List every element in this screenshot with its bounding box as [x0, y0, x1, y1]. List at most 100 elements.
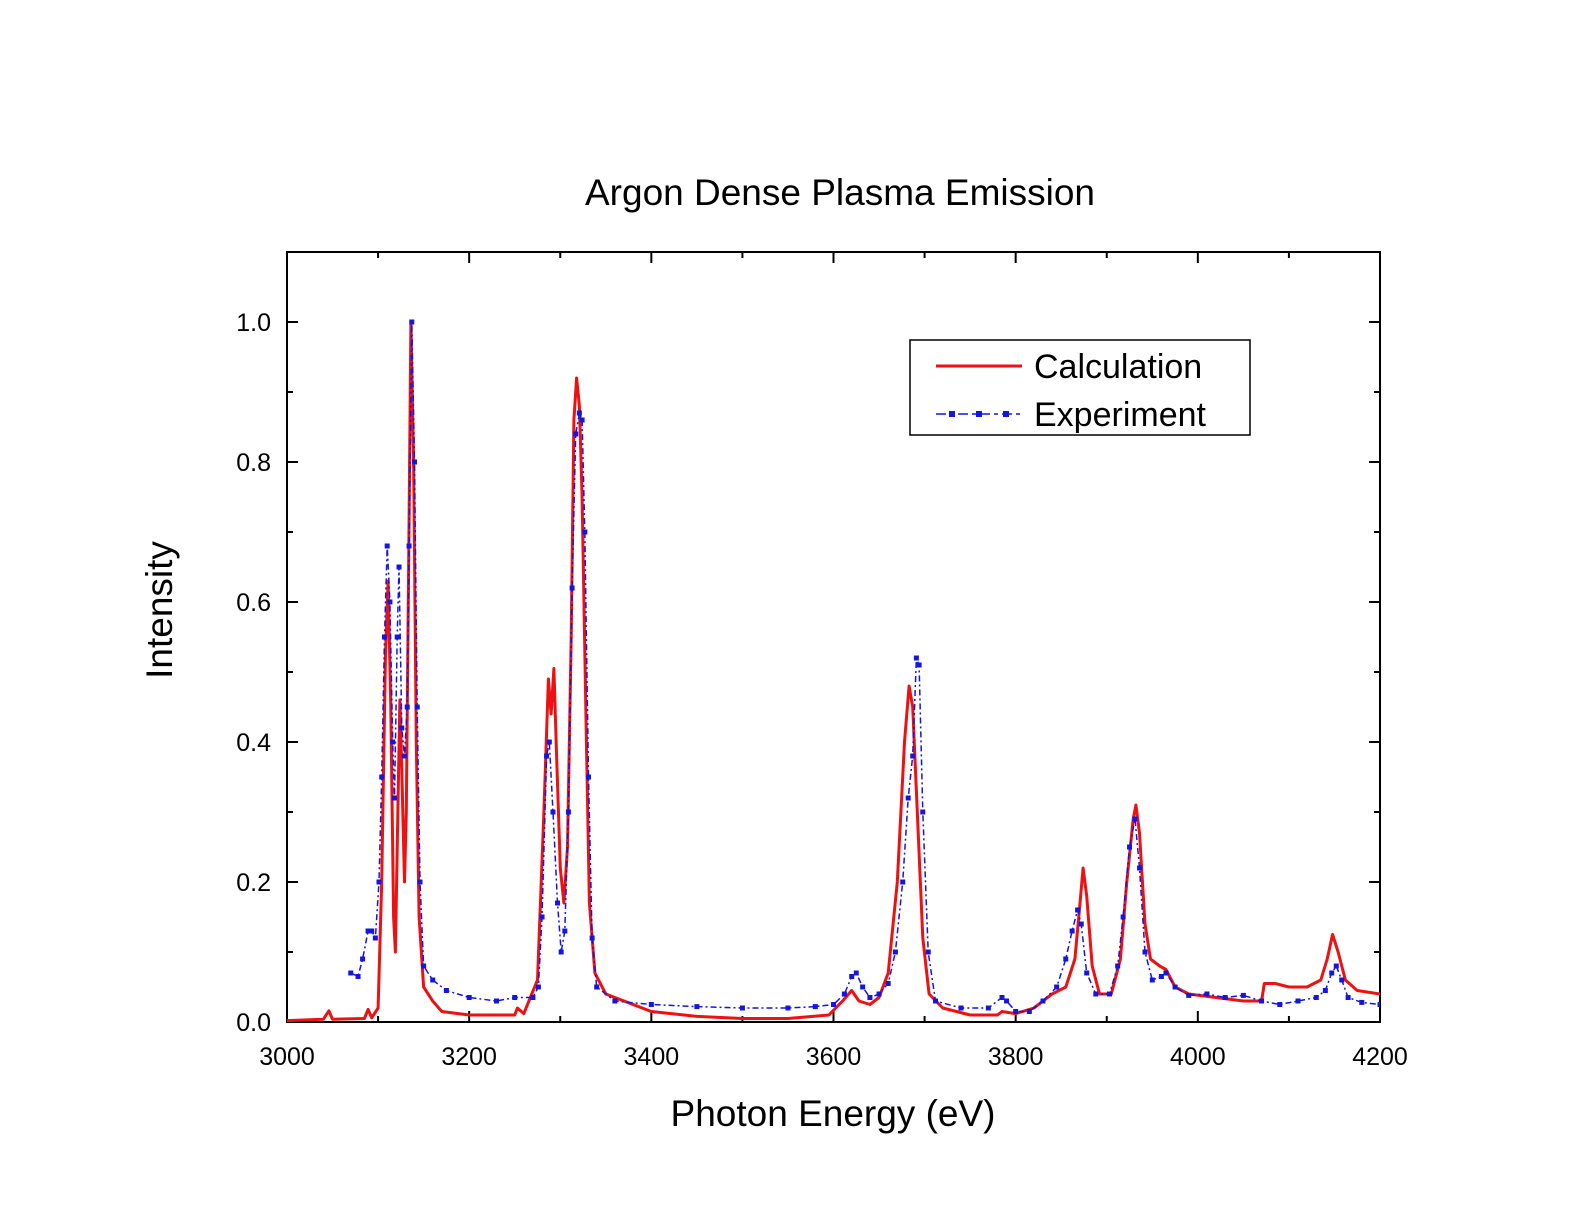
x-tick-label: 3000 [259, 1043, 315, 1071]
series-point-experiment [1222, 995, 1228, 1000]
series-point-experiment [369, 928, 375, 934]
series-point-experiment [550, 809, 556, 815]
series-point-experiment [1339, 977, 1345, 983]
series-point-experiment [443, 988, 449, 993]
y-tick-label: 0.2 [236, 869, 271, 897]
series-point-experiment [1026, 1009, 1032, 1014]
y-tick-label: 0.6 [236, 589, 271, 617]
series-point-experiment [1084, 970, 1090, 976]
series-point-experiment [1137, 865, 1143, 871]
series-line-calculation [287, 320, 1380, 1022]
series-point-experiment [1359, 999, 1365, 1005]
series-point-experiment [1004, 998, 1010, 1004]
series-point-experiment [576, 410, 582, 416]
ticks-layer: 3000 3200 3400 3600 3800 4000 4200 0.0 0.2 0.4 0.6… [236, 251, 1408, 1071]
series-point-experiment [1115, 963, 1121, 969]
series-point-experiment [372, 935, 378, 941]
series-point-experiment [589, 935, 595, 941]
series-point-experiment [876, 991, 882, 997]
chart-title: Argon Dense Plasma Emission [585, 172, 1095, 213]
series-point-experiment [539, 914, 545, 920]
series-point-experiment [391, 795, 397, 801]
series-point-experiment [841, 991, 847, 997]
y-axis-title: Intensity [139, 541, 180, 679]
series-point-experiment [1329, 970, 1335, 976]
series-point-experiment [565, 809, 571, 815]
series-point-experiment [360, 956, 366, 962]
series-point-experiment [1040, 998, 1046, 1004]
series-point-experiment [1377, 1002, 1380, 1007]
series-point-experiment [1322, 988, 1328, 993]
series-point-experiment [558, 949, 564, 955]
series-point-experiment [1240, 992, 1246, 998]
x-axis-title: Photon Energy (eV) [671, 1093, 996, 1134]
series-point-experiment [348, 970, 354, 976]
series-point-experiment [555, 900, 561, 906]
series-point-experiment [512, 995, 518, 1000]
series-point-experiment [399, 725, 405, 731]
series-point-experiment [493, 998, 499, 1004]
series-point-experiment [1333, 963, 1339, 969]
legend-experiment-marker [1003, 411, 1009, 417]
legend-experiment-marker [949, 411, 955, 417]
series-point-experiment [739, 1005, 745, 1011]
series-point-experiment [612, 998, 618, 1004]
series-point-experiment [1277, 1002, 1283, 1007]
series-point-experiment [853, 970, 859, 976]
series-point-experiment [594, 984, 600, 990]
plot-layer: 3000 3200 3400 3600 3800 4000 4200 0.0 0.2 0.4 0.6… [236, 251, 1408, 1071]
series-point-experiment [1186, 992, 1192, 998]
series-point-experiment [573, 431, 579, 437]
series-point-experiment [1142, 949, 1148, 955]
series-point-experiment [421, 963, 427, 969]
series-point-experiment [985, 1005, 991, 1011]
series-point-experiment [905, 795, 911, 801]
series-point-experiment [396, 564, 402, 570]
legend-calculation-label: Calculation [1034, 348, 1202, 386]
series-point-experiment [569, 585, 575, 591]
series-line-experiment [350, 321, 1380, 1013]
series-point-experiment [1172, 984, 1178, 990]
series-point-experiment [535, 984, 541, 990]
series-point-experiment [925, 949, 931, 955]
series-point-experiment [546, 739, 552, 745]
series-point-experiment [1313, 995, 1319, 1000]
series-point-experiment [417, 879, 423, 885]
series-point-experiment [1078, 921, 1084, 927]
y-tick-label: 0.8 [236, 449, 271, 477]
series-point-experiment [1345, 995, 1351, 1000]
x-tick-label: 4200 [1352, 1043, 1408, 1071]
series-point-experiment [1163, 970, 1169, 976]
series-point-experiment [1132, 816, 1138, 822]
series-point-experiment [648, 1002, 654, 1007]
series-point-experiment [1069, 928, 1075, 934]
y-tick-label: 0.0 [236, 1009, 271, 1037]
series-point-experiment [1127, 844, 1133, 850]
series-point-experiment [885, 981, 891, 986]
series-point-experiment [1013, 1009, 1019, 1014]
series-point-experiment [466, 995, 472, 1000]
series-point-experiment [958, 1005, 964, 1011]
legend-experiment-label: Experiment [1034, 396, 1207, 434]
series-point-experiment [579, 417, 585, 423]
series-point-experiment [1120, 914, 1126, 920]
series-point-experiment [394, 634, 400, 640]
series-point-experiment [999, 995, 1005, 1000]
series-point-experiment [913, 655, 919, 661]
series-point-experiment [412, 459, 418, 465]
series-point-experiment [849, 974, 855, 979]
series-point-experiment [562, 928, 568, 934]
x-tick-label: 4000 [1170, 1043, 1226, 1071]
series-point-experiment [390, 739, 396, 745]
series-point-experiment [1075, 907, 1081, 913]
series-point-experiment [1054, 984, 1060, 990]
series-point-experiment [365, 928, 371, 934]
series-point-experiment [900, 879, 906, 885]
series-point-experiment [355, 974, 361, 979]
series-point-experiment [933, 998, 939, 1004]
series-point-experiment [1063, 956, 1069, 962]
series-point-experiment [404, 704, 410, 710]
series-point-experiment [920, 809, 926, 815]
series-point-experiment [387, 599, 393, 605]
series-layer [287, 319, 1380, 1022]
